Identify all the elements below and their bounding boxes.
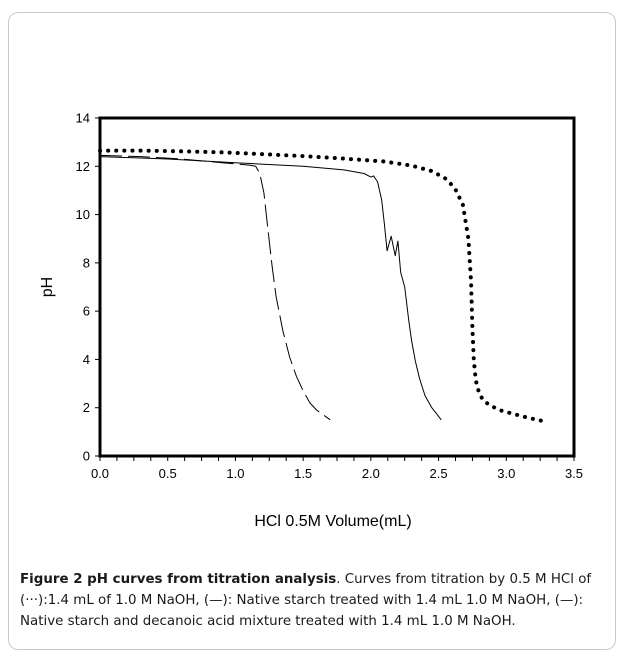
figure-caption: Figure 2 pH curves from titration analys… <box>20 569 610 632</box>
x-axis-ticks: 0.0 0.5 1.0 1.5 2.0 2.5 3.0 3.5 <box>91 456 583 481</box>
y-tick-label: 0 <box>83 449 90 464</box>
x-tick-label: 1.5 <box>294 466 312 481</box>
x-tick-label: 0.0 <box>91 466 109 481</box>
y-tick-label: 2 <box>83 400 90 415</box>
y-axis-title: pH <box>39 277 56 297</box>
y-tick-label: 10 <box>76 207 90 222</box>
series-line-dotted <box>98 148 545 423</box>
x-tick-label: 3.5 <box>565 466 583 481</box>
x-tick-label: 2.0 <box>362 466 380 481</box>
caption-title: Figure 2 pH curves from titration analys… <box>20 572 337 587</box>
y-tick-label: 6 <box>83 304 90 319</box>
y-tick-label: 12 <box>76 159 90 174</box>
x-tick-label: 3.0 <box>497 466 515 481</box>
series-line-solid <box>99 156 442 421</box>
x-tick-label: 1.0 <box>226 466 244 481</box>
y-axis-ticks: 0 2 4 6 8 10 12 14 <box>76 111 100 464</box>
series-line-dashed <box>99 154 331 421</box>
series-layer <box>98 148 545 423</box>
y-tick-label: 4 <box>83 352 90 367</box>
figure-frame <box>8 12 616 650</box>
plot-area-border <box>98 116 576 458</box>
y-tick-label: 8 <box>83 255 90 270</box>
caption-body: . Curves from titration by 0.5 M HCl of … <box>20 572 592 629</box>
x-tick-label: 0.5 <box>159 466 177 481</box>
y-tick-label: 14 <box>76 111 90 126</box>
x-tick-label: 2.5 <box>430 466 448 481</box>
x-axis-title: HCl 0.5M Volume(mL) <box>254 513 411 530</box>
